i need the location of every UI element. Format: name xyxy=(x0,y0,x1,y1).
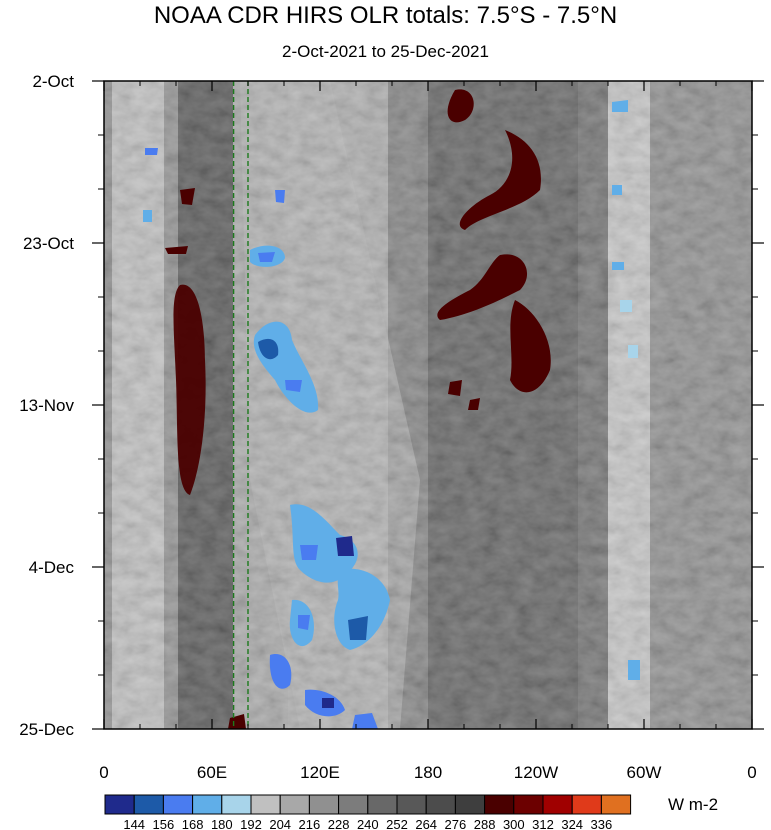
colorbar-label: 192 xyxy=(240,817,262,830)
x-tick-label: 0 xyxy=(99,763,108,782)
colorbar-swatch xyxy=(571,794,602,815)
colorbar-label: 336 xyxy=(591,817,613,830)
colorbar-label: 288 xyxy=(474,817,496,830)
colorbar: 144 156 168 180 192 204 216 228 240 252 264 276 288 3… xyxy=(104,794,632,830)
colorbar-label: 228 xyxy=(328,817,350,830)
colorbar-label: 180 xyxy=(211,817,233,830)
y-tick-label: 13-Nov xyxy=(19,396,74,415)
x-tick-label: 60W xyxy=(627,763,662,782)
colorbar-swatch xyxy=(308,794,340,815)
x-tick-label: 60E xyxy=(197,763,227,782)
colorbar-swatch xyxy=(367,794,398,815)
olr-field xyxy=(104,81,752,729)
x-axis: 0 60E 120E 180 120W 60W 0 xyxy=(99,81,757,782)
colorbar-swatch xyxy=(192,794,223,815)
colorbar-swatch xyxy=(542,794,573,815)
y-tick-label: 23-Oct xyxy=(23,234,74,253)
colorbar-label: 156 xyxy=(153,817,175,830)
colorbar-units: W m-2 xyxy=(668,795,719,814)
colorbar-label: 276 xyxy=(445,817,467,830)
colorbar-swatch xyxy=(221,794,252,815)
y-tick-label: 2-Oct xyxy=(32,72,74,91)
colorbar-swatch xyxy=(513,794,544,815)
colorbar-label: 168 xyxy=(182,817,204,830)
colorbar-swatch xyxy=(162,794,194,815)
colorbar-swatch xyxy=(600,794,632,815)
colorbar-label: 216 xyxy=(299,817,321,830)
colorbar-label: 204 xyxy=(269,817,291,830)
x-tick-label: 120E xyxy=(300,763,340,782)
colorbar-label: 312 xyxy=(532,817,554,830)
colorbar-swatch xyxy=(133,794,164,815)
colorbar-label: 144 xyxy=(123,817,145,830)
colorbar-label: 240 xyxy=(357,817,379,830)
colorbar-label: 252 xyxy=(386,817,408,830)
y-axis: 2-Oct 23-Oct 13-Nov 4-Dec 25-Dec xyxy=(19,72,764,739)
colorbar-label: 264 xyxy=(415,817,437,830)
colorbar-swatch xyxy=(454,794,486,815)
x-tick-label: 0 xyxy=(747,763,756,782)
colorbar-swatch xyxy=(338,794,369,815)
colorbar-swatch xyxy=(279,794,310,815)
colorbar-swatch xyxy=(396,794,427,815)
x-tick-label: 120W xyxy=(514,763,558,782)
chart-title: NOAA CDR HIRS OLR totals: 7.5°S - 7.5°N xyxy=(153,2,618,29)
x-tick-label: 180 xyxy=(414,763,442,782)
colorbar-swatch xyxy=(425,794,456,815)
colorbar-label: 300 xyxy=(503,817,525,830)
colorbar-swatch xyxy=(250,794,281,815)
colorbar-swatch xyxy=(484,794,515,815)
y-tick-label: 4-Dec xyxy=(29,558,75,577)
reference-lines xyxy=(232,81,249,729)
chart-subtitle: 2-Oct-2021 to 25-Dec-2021 xyxy=(282,42,489,61)
y-tick-label: 25-Dec xyxy=(19,720,74,739)
colorbar-swatch xyxy=(104,794,135,815)
colorbar-label: 324 xyxy=(561,817,583,830)
